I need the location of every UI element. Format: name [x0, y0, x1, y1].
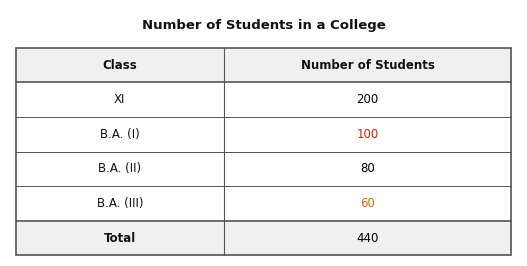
- Text: B.A. (II): B.A. (II): [98, 163, 141, 175]
- Bar: [16, 48, 511, 255]
- Text: B.A. (I): B.A. (I): [100, 128, 140, 141]
- Bar: [16, 221, 511, 255]
- Text: 60: 60: [360, 197, 375, 210]
- Text: 80: 80: [360, 163, 375, 175]
- Text: XI: XI: [114, 93, 125, 106]
- Text: Number of Students: Number of Students: [300, 59, 434, 72]
- Text: Class: Class: [102, 59, 137, 72]
- Text: 200: 200: [356, 93, 379, 106]
- Text: B.A. (III): B.A. (III): [96, 197, 143, 210]
- Text: Total: Total: [104, 232, 136, 244]
- Text: Number of Students in a College: Number of Students in a College: [142, 19, 385, 32]
- Text: 100: 100: [356, 128, 379, 141]
- Text: 440: 440: [356, 232, 379, 244]
- Bar: [16, 48, 511, 82]
